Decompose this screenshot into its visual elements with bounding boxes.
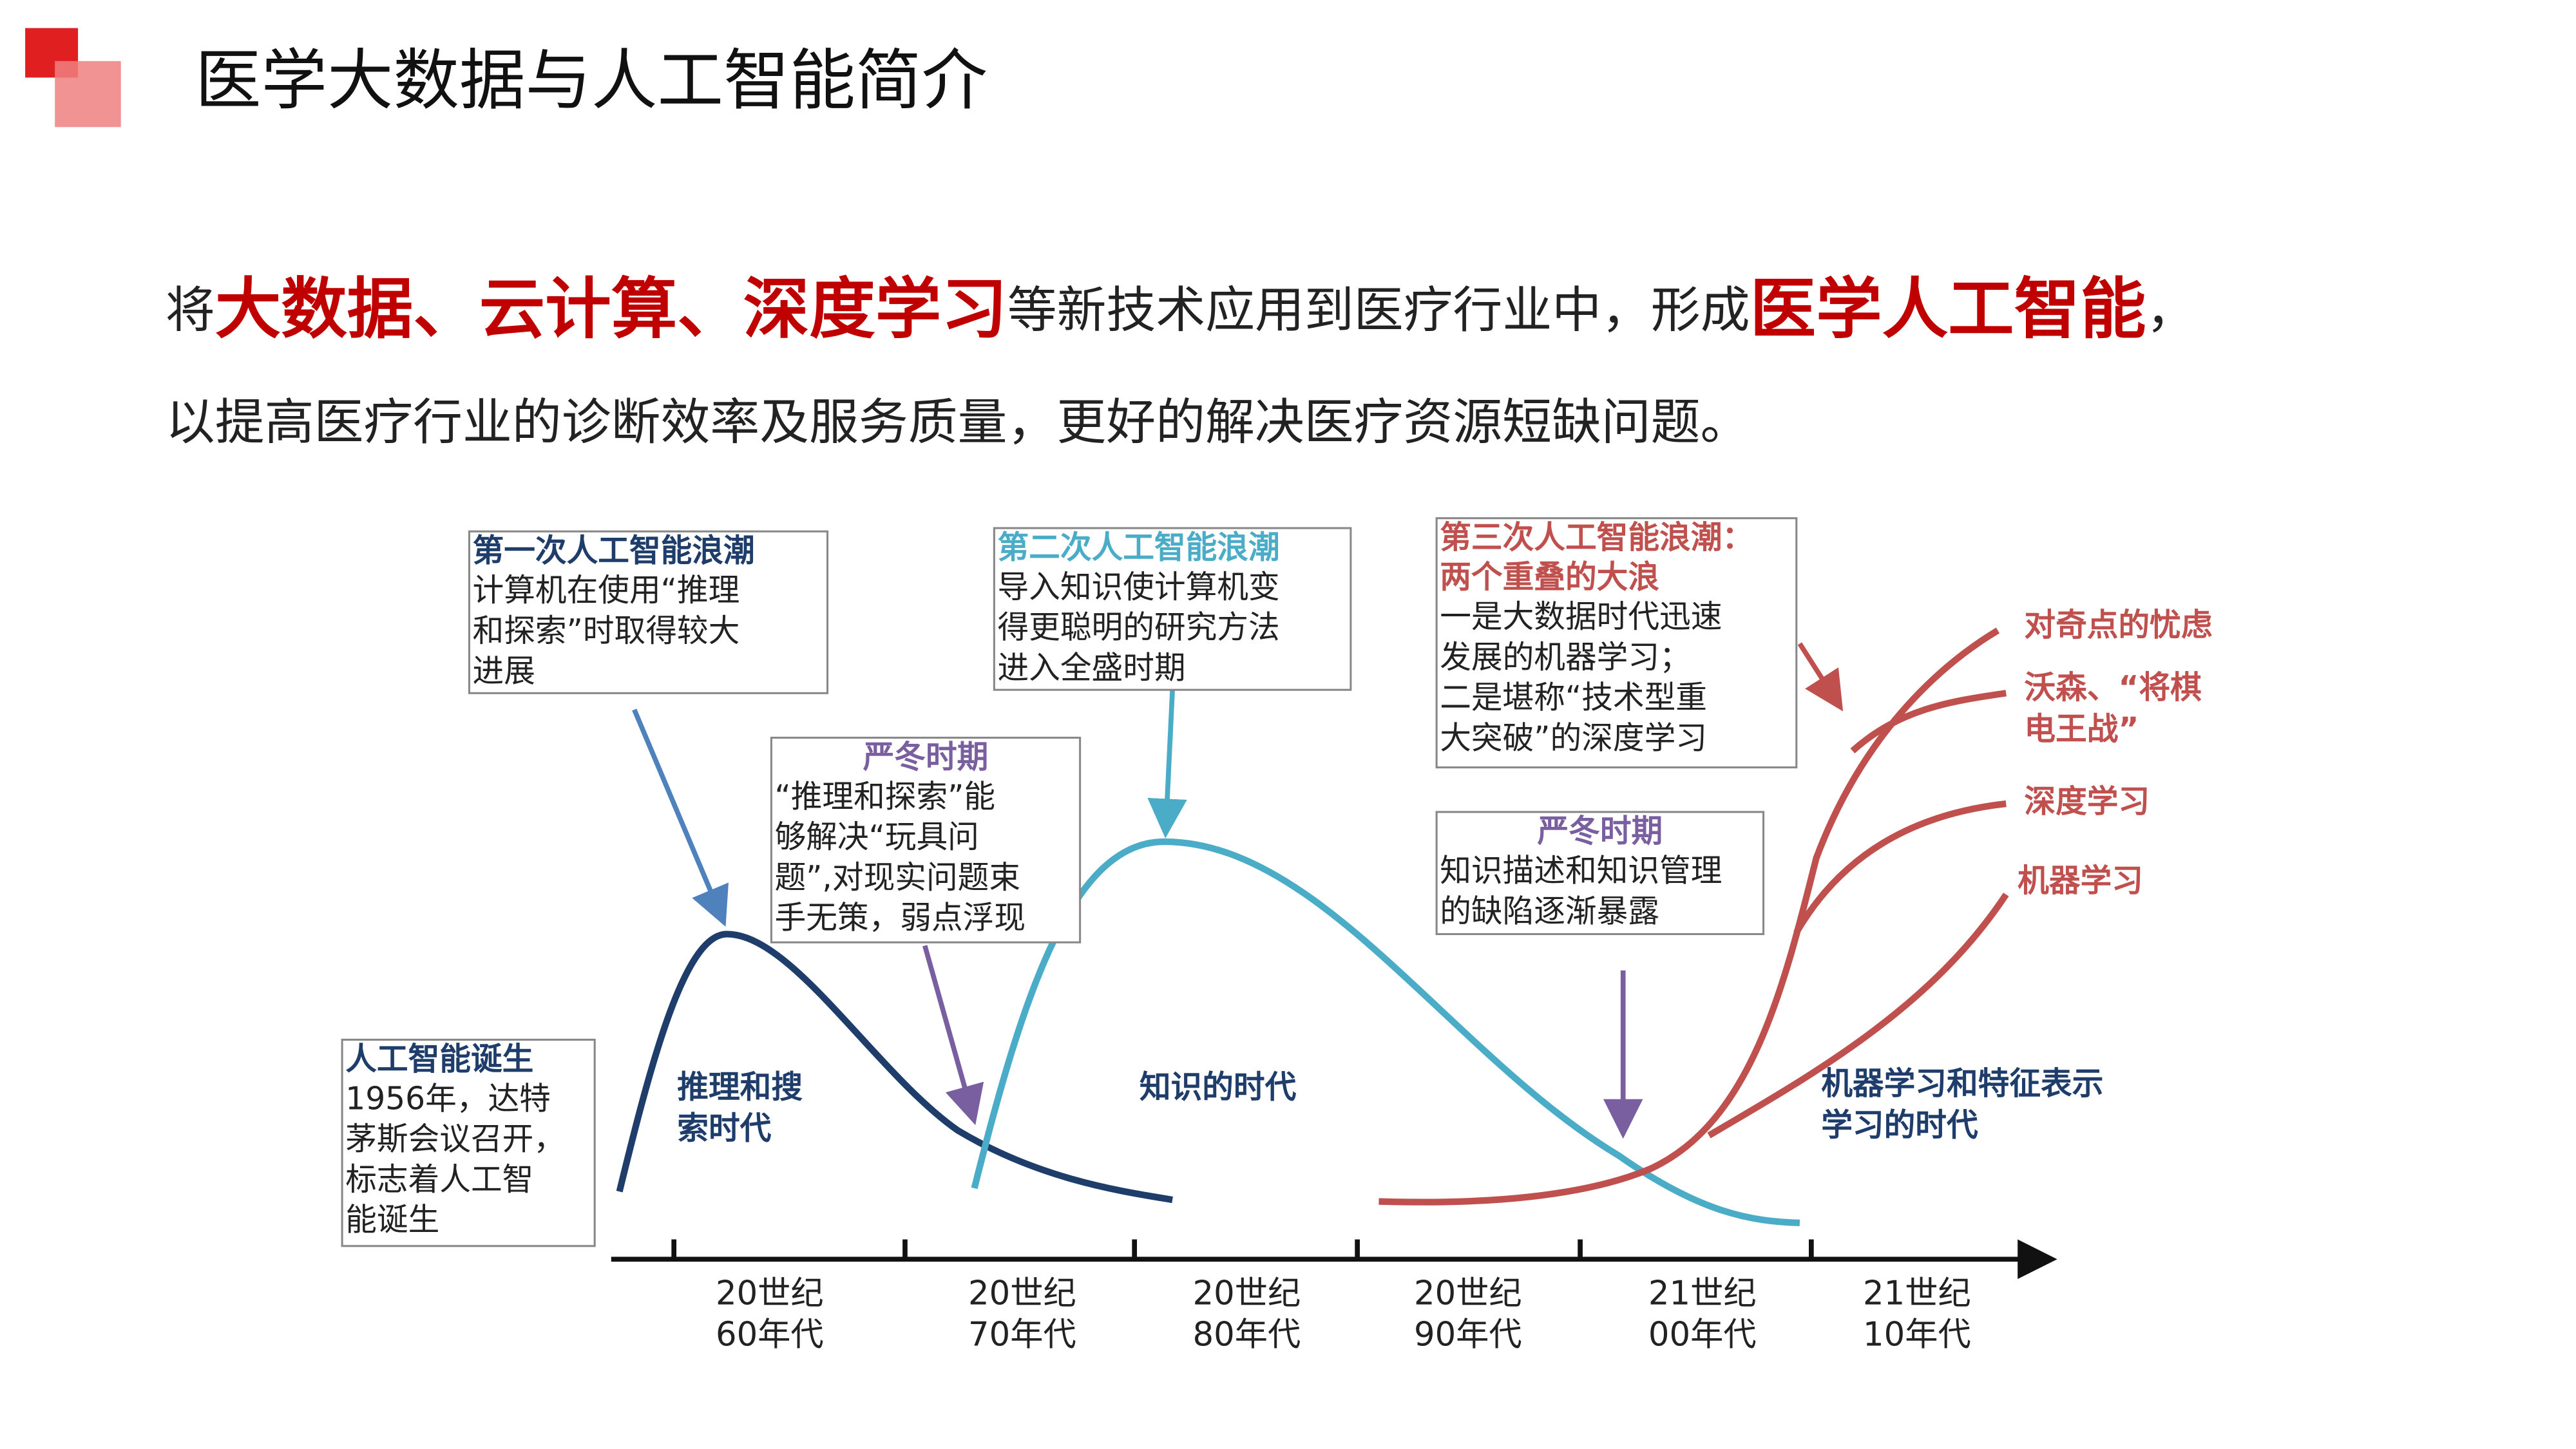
box-title: 两个重叠的大浪 [1440,559,1659,595]
box-title: 第二次人工智能浪潮 [997,529,1279,565]
arrow [1797,642,1844,712]
box-text: 茅斯会议召开， [345,1121,565,1157]
box-text: 的缺陷逐渐暴露 [1440,893,1659,929]
milestone-label: 电王战” [2024,711,2139,747]
intro-line: 将大数据、云计算、深度学习等新技术应用到医疗行业中，形成医学人工智能， [166,271,2196,348]
timeline-label: 00年代 [1648,1316,1757,1354]
box-text: 进入全盛时期 [997,650,1185,686]
box-text: 知识描述和知识管理 [1440,853,1722,889]
timeline-label: 20世纪 [1414,1274,1522,1313]
timeline-label: 70年代 [968,1316,1076,1354]
slide-title: 医学大数据与人工智能简介 [195,43,987,119]
text-box [993,527,1352,691]
era-label: 机器学习和特征表示 [1821,1066,2103,1102]
box-title: 严冬时期 [863,739,989,775]
timeline-label: 20世纪 [716,1274,824,1313]
box-title: 人工智能诞生 [345,1041,533,1077]
box-text: 发展的机器学习； [1440,639,1691,676]
timeline-label: 21世纪 [1863,1274,1971,1313]
intro-line: 以提高医疗行业的诊断效率及服务质量，更好的解决医疗资源短缺问题。 [166,394,1750,451]
box-title: 严冬时期 [1537,813,1663,849]
intro-text: ， [2146,282,2196,339]
timeline-label: 90年代 [1414,1316,1522,1354]
box-text: 够解决“玩具问 [775,819,979,855]
highlight-text: 医学人工智能 [1750,271,2146,348]
era-label: 知识的时代 [1140,1069,1297,1105]
branch-curve [1707,893,2009,1139]
branch-curve [1850,690,2007,753]
box-text: 计算机在使用“推理 [473,573,740,609]
box-text: 二是堪称“技术型重 [1440,680,1707,716]
text-box [468,530,829,694]
box-text: 大突破”的深度学习 [1440,720,1707,756]
box-title: 第一次人工智能浪潮 [473,533,755,569]
milestone-label: 对奇点的忧虑 [2024,607,2212,643]
box-title: 第三次人工智能浪潮： [1440,520,1753,556]
box-text: 1956年，达特 [345,1081,551,1117]
highlight-text: 大数据、云计算、深度学习 [215,271,1007,348]
timeline-label: 20世纪 [968,1274,1076,1313]
wave-curve [616,931,1173,1204]
era-label: 索时代 [677,1110,771,1146]
deco-square [55,61,121,128]
box-text: 进展 [473,654,535,690]
timeline-label: 60年代 [716,1316,824,1354]
box-text: 导入知识使计算机变 [997,569,1279,605]
timeline-label: 20世纪 [1193,1274,1301,1313]
box-text: 能诞生 [345,1202,439,1238]
wave-curve [1379,627,2000,1206]
intro-text: 等新技术应用到医疗行业中，形成 [1007,282,1750,339]
timeline-label: 10年代 [1863,1316,1971,1354]
milestone-label: 机器学习 [2018,863,2143,899]
arrow [922,945,984,1126]
text-box [1435,811,1765,935]
box-text: 和探索”时取得较大 [473,613,740,649]
box-text: 标志着人工智 [345,1162,533,1198]
milestone-label: 深度学习 [2024,784,2150,820]
timeline-label: 21世纪 [1648,1274,1757,1313]
arrow [632,708,729,927]
box-text: 一是大数据时代迅速 [1440,599,1722,635]
arrow [1147,690,1187,838]
milestone-label: 沃森、“将棋 [2024,670,2202,706]
era-label: 推理和搜 [677,1069,803,1105]
text-box [341,1038,596,1247]
timeline-label: 80年代 [1193,1316,1301,1354]
era-label: 学习的时代 [1821,1107,1978,1143]
box-text: 得更聪明的研究方法 [997,610,1279,646]
wave-curve [971,838,1800,1227]
intro-text: 将 [166,282,215,339]
box-text: 手无策，弱点浮现 [775,900,1026,936]
text-box [770,736,1082,943]
text-box [1435,517,1798,769]
box-text: 题”,对现实问题束 [775,860,1021,896]
box-text: “推理和探索”能 [775,779,996,815]
branch-curve [1793,800,2007,934]
